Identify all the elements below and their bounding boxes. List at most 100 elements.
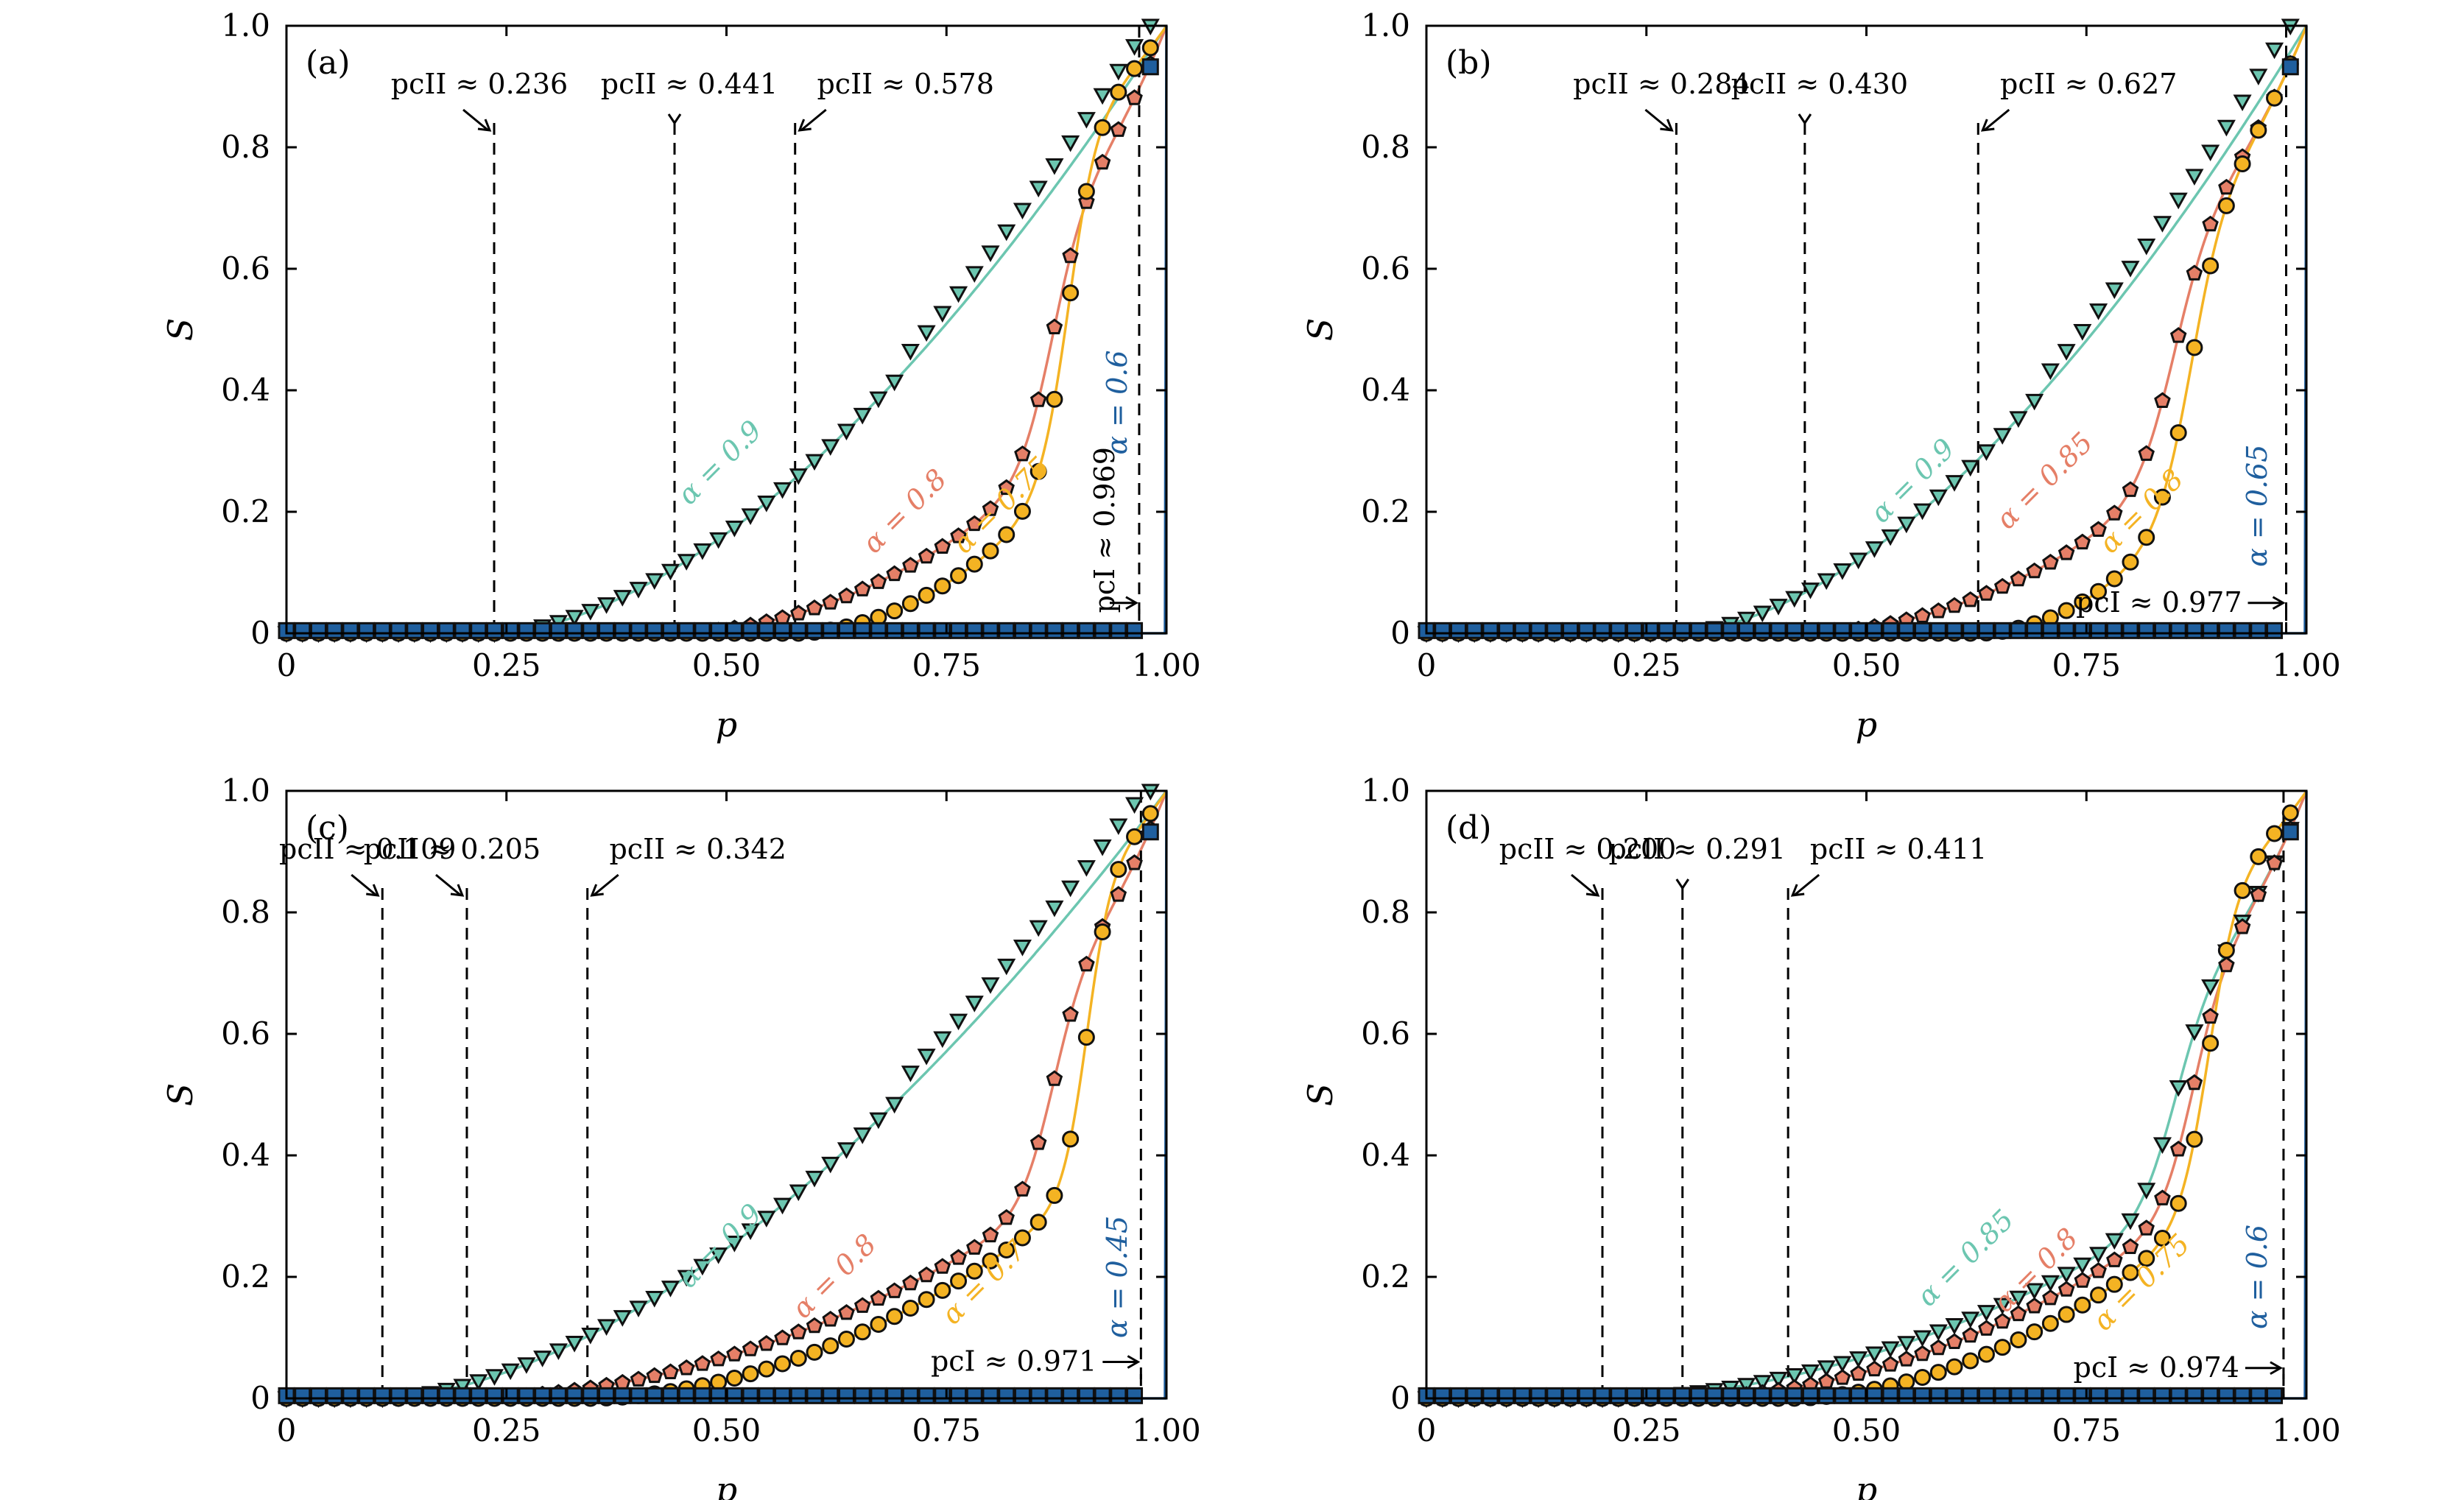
data-point-0 — [1912, 503, 1932, 521]
data-point-1 — [1110, 886, 1127, 902]
data-point-1 — [1946, 596, 1963, 613]
data-point-2 — [742, 1365, 759, 1383]
data-point-2 — [1914, 1368, 1932, 1386]
data-point-1 — [662, 1363, 679, 1379]
arrow — [592, 873, 619, 897]
data-point-2 — [2138, 1250, 2155, 1267]
data-point-1 — [758, 1335, 775, 1351]
y-tick-label: 0.8 — [1361, 129, 1410, 165]
curve-2 — [286, 790, 1168, 1400]
x-tick-label: 1.00 — [1132, 1412, 1201, 1448]
data-point-0 — [2121, 261, 2140, 278]
data-point-2 — [2234, 155, 2251, 173]
data-point-1 — [2218, 178, 2235, 195]
data-point-2 — [1993, 1339, 2011, 1356]
data-point-1 — [2058, 1281, 2075, 1297]
data-point-2 — [2266, 825, 2284, 842]
data-point-0 — [1124, 39, 1144, 56]
data-point-3 — [1141, 58, 1159, 76]
data-point-1 — [1126, 89, 1143, 105]
data-point-3 — [1094, 1387, 1111, 1404]
data-point-0 — [2025, 1283, 2044, 1300]
data-point-2 — [918, 586, 935, 604]
plot-frame — [1425, 789, 2308, 1400]
data-point-1 — [2234, 918, 2251, 934]
data-point-3 — [1786, 622, 1803, 639]
data-point-3 — [2281, 823, 2299, 841]
data-point-2 — [2186, 1130, 2203, 1148]
curve-1 — [286, 790, 1168, 1400]
annotation-label: pcII ≈ 0.342 — [609, 833, 786, 865]
data-point-3 — [1801, 622, 1819, 639]
data-point-3 — [1993, 622, 2011, 639]
data-point-3 — [1977, 1387, 1995, 1404]
data-point-1 — [2154, 1189, 2171, 1205]
data-point-3 — [1946, 622, 1963, 639]
data-point-0 — [596, 597, 616, 614]
data-point-1 — [2138, 1219, 2155, 1236]
data-point-3 — [982, 622, 999, 639]
data-point-0 — [1865, 541, 1884, 558]
data-point-3 — [886, 622, 904, 639]
data-point-2 — [2058, 602, 2075, 619]
data-point-2 — [2074, 1296, 2091, 1314]
data-point-3 — [1641, 622, 1659, 639]
data-point-0 — [741, 508, 760, 525]
data-point-3 — [1562, 1387, 1580, 1404]
data-point-0 — [693, 543, 712, 560]
data-point-0 — [741, 1223, 760, 1240]
arrow-head — [450, 884, 465, 897]
data-point-3 — [2026, 1387, 2044, 1404]
data-point-3 — [870, 1387, 887, 1404]
data-point-1 — [966, 1239, 983, 1255]
data-point-0 — [757, 1211, 776, 1228]
data-point-3 — [1498, 622, 1516, 639]
data-point-1 — [1898, 1351, 1915, 1367]
series-label: α = 0.9 — [672, 414, 769, 511]
data-point-2 — [2169, 1194, 2187, 1212]
data-point-0 — [1769, 599, 1788, 616]
data-point-3 — [1434, 622, 1451, 639]
data-point-3 — [1546, 622, 1563, 639]
data-point-3 — [518, 1387, 535, 1404]
data-point-1 — [2106, 1251, 2123, 1267]
data-point-3 — [1465, 622, 1483, 639]
data-point-3 — [965, 622, 983, 639]
data-point-3 — [1850, 1387, 1868, 1404]
data-point-0 — [2057, 344, 2076, 361]
data-point-1 — [2138, 445, 2155, 461]
data-point-2 — [1046, 390, 1063, 408]
data-point-3 — [1546, 1387, 1563, 1404]
data-point-2 — [1141, 39, 1159, 57]
data-point-1 — [1029, 391, 1047, 407]
data-point-0 — [501, 1363, 520, 1381]
data-point-0 — [789, 468, 808, 485]
data-point-1 — [806, 1317, 823, 1334]
data-point-3 — [470, 622, 487, 639]
data-point-1 — [1014, 445, 1031, 462]
data-point-2 — [2090, 582, 2108, 600]
data-point-2 — [1013, 502, 1031, 520]
data-point-2 — [1126, 828, 1144, 845]
panel-label: (d) — [1446, 809, 1492, 847]
data-point-0 — [2041, 1275, 2060, 1292]
data-point-3 — [2202, 622, 2220, 639]
data-point-0 — [1753, 605, 1772, 623]
x-axis-label: p — [716, 705, 737, 744]
data-point-2 — [950, 567, 968, 585]
data-point-0 — [565, 1335, 584, 1353]
annotation-label: pcII ≈ 0.205 — [364, 833, 541, 865]
x-tick-label: 0.75 — [2052, 647, 2121, 683]
data-point-3 — [325, 622, 343, 639]
data-point-1 — [742, 1340, 759, 1356]
data-point-3 — [1993, 1387, 2011, 1404]
data-point-1 — [1817, 1373, 1835, 1389]
data-point-0 — [805, 454, 824, 471]
data-point-3 — [998, 622, 1015, 639]
arrow-head — [1675, 878, 1689, 890]
curve-2 — [286, 25, 1168, 635]
data-point-0 — [917, 325, 936, 342]
data-point-0 — [1045, 900, 1064, 918]
data-point-1 — [886, 1282, 903, 1298]
data-point-1 — [790, 605, 807, 621]
